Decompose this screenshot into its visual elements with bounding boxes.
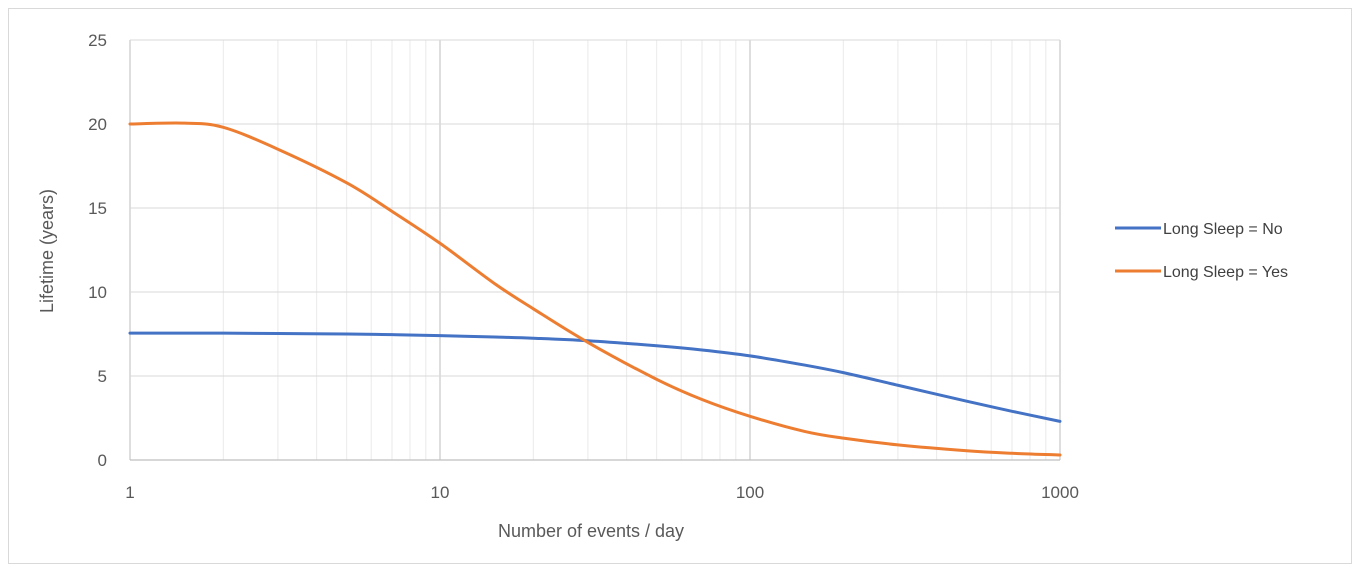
y-tick-label: 0 <box>98 451 107 470</box>
legend-label-1: Long Sleep = No <box>1163 221 1283 238</box>
x-tick-label: 100 <box>736 483 764 502</box>
y-tick-label: 10 <box>88 283 107 302</box>
series-line-2 <box>128 121 1062 457</box>
chart-frame: 1 10 100 1000 0 5 10 15 20 25 Number of events / … <box>8 8 1352 564</box>
tick-label-layer: 1 10 100 1000 0 5 10 15 20 25 <box>88 31 1079 502</box>
legend: Long Sleep = No Long Sleep = Yes <box>1115 221 1288 281</box>
x-axis-title: Number of events / day <box>498 521 684 541</box>
grid-layer <box>129 39 1061 460</box>
legend-label-2: Long Sleep = Yes <box>1163 264 1288 281</box>
y-tick-label: 20 <box>88 115 107 134</box>
chart-svg: 1 10 100 1000 0 5 10 15 20 25 Number of events / … <box>37 31 1288 541</box>
x-tick-label: 1000 <box>1041 483 1079 502</box>
x-tick-label: 1 <box>125 483 134 502</box>
y-tick-label: 25 <box>88 31 107 50</box>
y-tick-label: 5 <box>98 367 107 386</box>
y-axis-title: Lifetime (years) <box>37 189 57 313</box>
series-layer <box>128 121 1062 457</box>
series-line-1 <box>128 331 1062 423</box>
y-tick-label: 15 <box>88 199 107 218</box>
x-tick-label: 10 <box>431 483 450 502</box>
